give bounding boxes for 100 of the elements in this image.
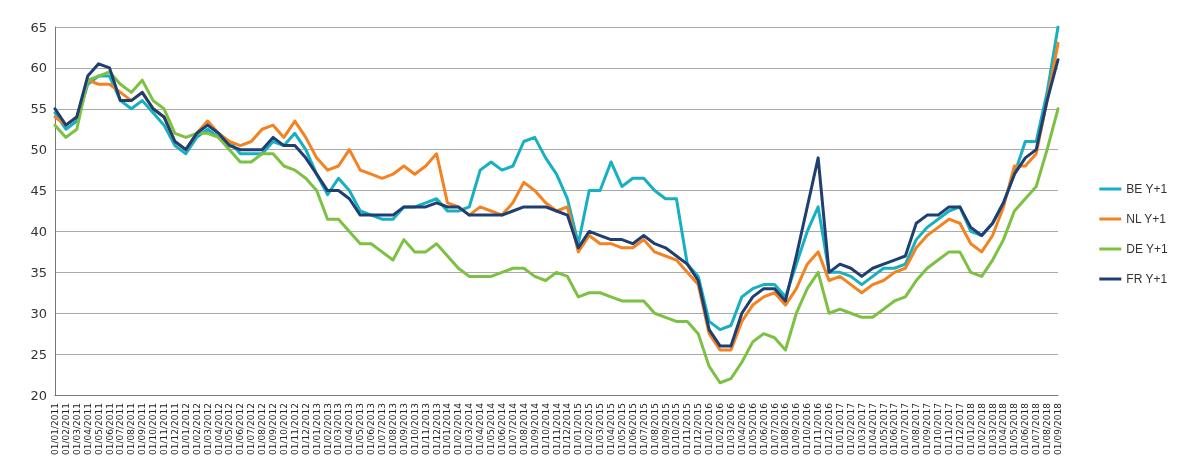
- x-tick-label: 01/12/2013: [431, 403, 442, 455]
- x-tick-label: 01/03/2018: [987, 402, 998, 455]
- x-tick-label: 01/09/2017: [922, 403, 933, 455]
- x-tick-label: 01/06/2016: [758, 402, 769, 455]
- x-tick-label: 01/04/2015: [606, 403, 617, 455]
- y-tick-label: 35: [30, 264, 47, 280]
- x-tick-label: 01/01/2013: [311, 403, 322, 455]
- x-tick-label: 01/01/2018: [965, 402, 976, 455]
- x-tick-label: 01/02/2018: [976, 402, 987, 455]
- x-tick-label: 01/09/2011: [137, 403, 148, 455]
- x-tick-label: 01/03/2017: [856, 403, 867, 455]
- x-tick-label: 01/07/2012: [246, 403, 257, 455]
- x-tick-label: 01/06/2014: [496, 402, 507, 455]
- x-tick-label: 01/01/2017: [834, 403, 845, 455]
- x-tick-label: 01/11/2016: [813, 402, 824, 455]
- x-tick-label: 01/05/2018: [1009, 402, 1020, 455]
- x-tick-label: 01/01/2015: [573, 403, 584, 455]
- x-tick-label: 01/02/2017: [845, 403, 856, 455]
- x-tick-label: 01/02/2016: [715, 402, 726, 455]
- x-tick-label: 01/09/2018: [1053, 402, 1063, 455]
- x-tick-label: 01/07/2015: [638, 403, 649, 455]
- x-tick-label: 01/10/2013: [409, 403, 420, 455]
- x-tick-label: 01/02/2011: [60, 403, 71, 455]
- x-tick-label: 01/05/2012: [224, 403, 235, 455]
- x-tick-label: 01/09/2013: [398, 403, 409, 455]
- x-tick-label: 01/02/2012: [191, 403, 202, 455]
- x-tick-label: 01/03/2016: [725, 402, 736, 455]
- x-tick-label: 01/04/2012: [213, 403, 224, 455]
- x-tick-label: 01/04/2011: [82, 403, 93, 455]
- y-tick-label: 65: [30, 19, 47, 35]
- x-tick-label: 01/08/2016: [780, 402, 791, 455]
- x-tick-label: 01/05/2013: [355, 403, 366, 455]
- y-tick-label: 55: [30, 101, 47, 117]
- x-tick-label: 01/07/2017: [900, 403, 911, 455]
- x-tick-label: 01/11/2012: [289, 403, 300, 455]
- x-tick-label: 01/01/2011: [50, 403, 60, 455]
- x-tick-label: 01/10/2016: [802, 402, 813, 455]
- x-tick-label: 01/04/2018: [998, 402, 1009, 455]
- x-tick-label: 01/04/2016: [736, 402, 747, 455]
- y-tick-label: 45: [30, 183, 47, 199]
- legend-label: DE Y+1: [1126, 242, 1169, 256]
- x-tick-label: 01/12/2014: [562, 402, 573, 455]
- x-tick-label: 01/05/2016: [747, 402, 758, 455]
- x-tick-label: 01/03/2012: [202, 403, 213, 455]
- x-tick-label: 01/04/2014: [475, 402, 486, 455]
- x-tick-label: 01/08/2011: [126, 403, 137, 455]
- x-tick-label: 01/12/2016: [824, 402, 835, 455]
- y-tick-label: 30: [30, 305, 47, 321]
- x-tick-label: 01/08/2018: [1042, 402, 1053, 455]
- x-tick-label: 01/03/2011: [71, 403, 82, 455]
- x-tick-label: 01/08/2017: [911, 403, 922, 455]
- x-tick-label: 01/06/2017: [889, 403, 900, 455]
- y-tick-label: 50: [30, 142, 47, 158]
- x-tick-label: 01/02/2014: [453, 402, 464, 455]
- x-tick-label: 01/11/2013: [420, 403, 431, 455]
- x-tick-label: 01/02/2013: [322, 403, 333, 455]
- x-tick-label: 01/06/2018: [1020, 402, 1031, 455]
- x-tick-label: 01/01/2016: [704, 402, 715, 455]
- x-tick-label: 01/10/2015: [671, 403, 682, 455]
- y-tick-label: 20: [30, 387, 47, 403]
- x-tick-label: 01/12/2017: [954, 403, 965, 455]
- x-tick-label: 01/07/2013: [377, 403, 388, 455]
- x-tick-label: 01/08/2014: [518, 402, 529, 455]
- x-tick-label: 01/07/2018: [1031, 402, 1042, 455]
- x-tick-label: 01/04/2013: [344, 403, 355, 455]
- x-tick-label: 01/06/2011: [104, 403, 115, 455]
- x-tick-label: 01/09/2014: [529, 402, 540, 455]
- x-tick-label: 01/09/2016: [791, 402, 802, 455]
- x-tick-label: 01/09/2015: [660, 403, 671, 455]
- x-tick-label: 01/06/2015: [627, 403, 638, 455]
- x-tick-label: 01/03/2015: [595, 403, 606, 455]
- legend-label: FR Y+1: [1126, 272, 1168, 286]
- x-tick-label: 01/03/2014: [464, 402, 475, 455]
- x-tick-label: 01/07/2016: [769, 402, 780, 455]
- x-tick-label: 01/11/2014: [551, 402, 562, 455]
- x-tick-label: 01/08/2015: [649, 403, 660, 455]
- x-tick-label: 01/02/2015: [584, 403, 595, 455]
- y-tick-label: 25: [30, 346, 47, 362]
- x-tick-label: 01/11/2011: [159, 403, 170, 455]
- x-tick-label: 01/11/2017: [943, 403, 954, 455]
- y-tick-label: 60: [30, 60, 47, 76]
- x-tick-label: 01/01/2014: [442, 402, 453, 455]
- x-tick-label: 01/03/2013: [333, 403, 344, 455]
- x-tick-label: 01/11/2015: [682, 403, 693, 455]
- x-tick-label: 01/04/2017: [867, 403, 878, 455]
- x-tick-label: 01/07/2011: [115, 403, 126, 455]
- x-tick-label: 01/06/2013: [366, 403, 377, 455]
- x-tick-label: 01/08/2013: [387, 403, 398, 455]
- x-tick-label: 01/05/2015: [616, 403, 627, 455]
- x-tick-label: 01/12/2011: [169, 403, 180, 455]
- x-tick-label: 01/12/2012: [300, 403, 311, 455]
- x-tick-label: 01/12/2015: [693, 403, 704, 455]
- x-tick-label: 01/05/2017: [878, 403, 889, 455]
- x-tick-label: 01/06/2012: [235, 403, 246, 455]
- x-tick-label: 01/05/2014: [486, 402, 497, 455]
- x-tick-label: 01/10/2014: [540, 402, 551, 455]
- x-tick-label: 01/09/2012: [268, 403, 279, 455]
- x-tick-label: 01/01/2012: [180, 403, 191, 455]
- x-tick-label: 01/07/2014: [507, 402, 518, 455]
- y-tick-label: 40: [30, 223, 47, 239]
